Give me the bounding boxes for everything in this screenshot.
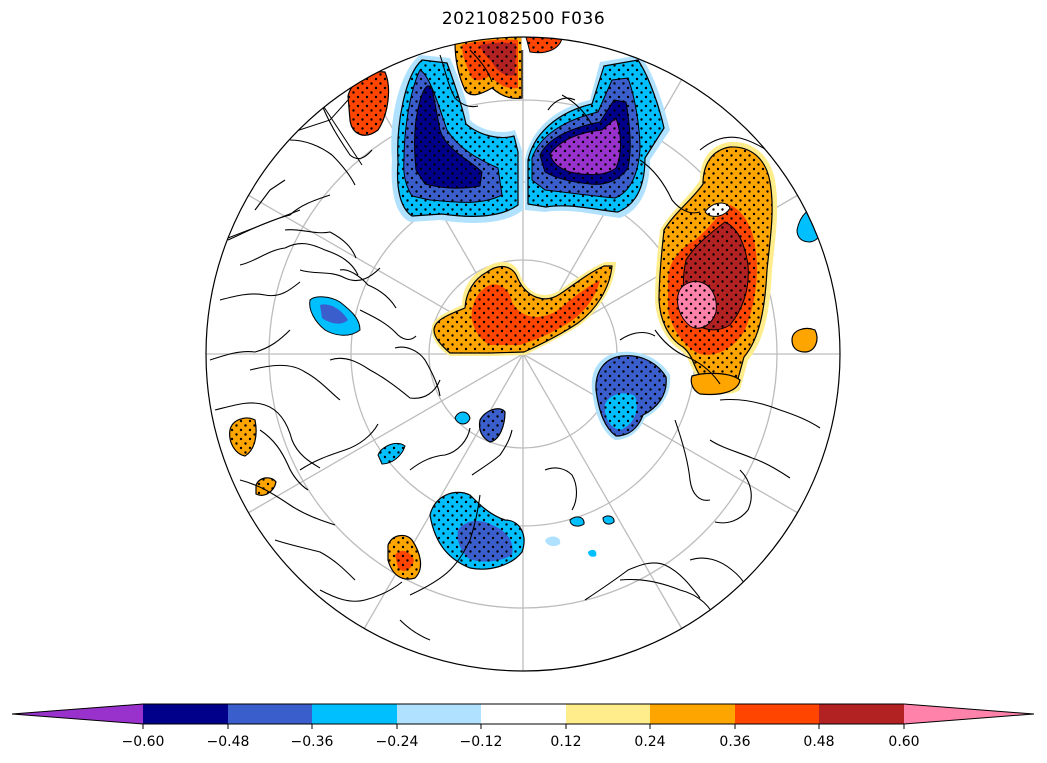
colorbar-segment bbox=[650, 704, 735, 724]
map-boundary bbox=[205, 36, 841, 672]
colorbar-tick-label: −0.12 bbox=[459, 734, 503, 750]
colorbar-tick-label: −0.60 bbox=[121, 734, 165, 750]
anomaly-negative-east bbox=[591, 351, 671, 440]
map-disc-content bbox=[206, 37, 840, 671]
anomaly-positive-east bbox=[655, 141, 778, 396]
colorbar-segment bbox=[312, 704, 397, 724]
colorbar-tick-label: 0.60 bbox=[888, 734, 920, 750]
colorbar-tick-label: −0.36 bbox=[290, 734, 334, 750]
colorbar-segment bbox=[228, 704, 312, 724]
anomaly-negative-north bbox=[391, 55, 523, 223]
colorbar-segment bbox=[143, 704, 228, 724]
anomaly-positive-central bbox=[431, 261, 616, 356]
colorbar-tick-label: 0.36 bbox=[719, 734, 751, 750]
borders bbox=[227, 99, 363, 239]
anomaly-negative-northeast bbox=[525, 55, 670, 218]
map-title: 2021082500 F036 bbox=[441, 9, 606, 29]
anomaly-positive-top bbox=[454, 37, 563, 100]
colorbar-segment bbox=[819, 704, 904, 724]
colorbar bbox=[11, 703, 1035, 729]
colorbar-tick-label: −0.24 bbox=[375, 734, 419, 750]
colorbar-segment bbox=[397, 704, 481, 724]
colorbar-tick-label: −0.48 bbox=[206, 734, 250, 750]
anomaly-small-negatives bbox=[309, 296, 615, 557]
colorbar-segment bbox=[566, 704, 650, 724]
anomaly-positive-topleft bbox=[347, 71, 390, 136]
colorbar-tick-label: 0.48 bbox=[803, 734, 835, 750]
colorbar-segment bbox=[735, 704, 819, 724]
colorbar-tick-label: 0.12 bbox=[550, 734, 582, 750]
anomaly-right-edge bbox=[791, 208, 824, 353]
anomaly-positive-southwest bbox=[229, 417, 422, 580]
colorbar-segment-over bbox=[904, 704, 1034, 724]
colorbar-tick-label: 0.24 bbox=[634, 734, 666, 750]
colorbar-segment-under bbox=[12, 704, 143, 724]
anomaly-negative-south bbox=[429, 491, 525, 570]
colorbar-segment bbox=[481, 704, 566, 724]
coastlines bbox=[209, 49, 821, 641]
